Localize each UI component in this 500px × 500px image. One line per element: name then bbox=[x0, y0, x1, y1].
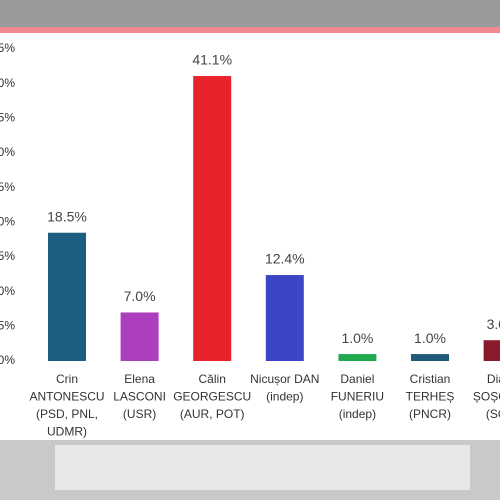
x-tick-label: Nicușor DAN bbox=[250, 372, 319, 386]
value-label: 1.0% bbox=[341, 330, 373, 346]
x-tick-label: Daniel bbox=[340, 372, 374, 386]
x-tick-label: Crin bbox=[56, 372, 78, 386]
y-tick-label: 45% bbox=[0, 41, 15, 55]
top-border bbox=[0, 27, 500, 33]
value-label: 18.5% bbox=[47, 208, 87, 224]
x-tick-label: GEORGESCU bbox=[173, 390, 251, 404]
x-tick-label: (PSD, PNL, bbox=[36, 407, 98, 421]
bar bbox=[411, 354, 449, 361]
value-label: 1.0% bbox=[414, 330, 446, 346]
x-tick-label: Călin bbox=[199, 372, 226, 386]
x-tick-label: ANTONESCU bbox=[29, 390, 104, 404]
y-tick-label: 40% bbox=[0, 76, 15, 90]
x-tick-label: (PNCR) bbox=[409, 407, 451, 421]
x-tick-label: Elena bbox=[124, 372, 155, 386]
y-tick-label: 30% bbox=[0, 145, 15, 159]
bar bbox=[338, 354, 377, 361]
bar bbox=[483, 340, 500, 361]
plot: 0% 5% 10% 15% 20% 25% 30% 35% 40% 45% 18.5% Crin ANT… bbox=[0, 41, 500, 439]
bar bbox=[120, 312, 159, 361]
blurred-content bbox=[55, 445, 470, 490]
x-tick-label: Cristian bbox=[410, 372, 451, 386]
y-tick-label: 25% bbox=[0, 180, 15, 194]
y-tick-label: 20% bbox=[0, 215, 15, 229]
y-tick-label: 5% bbox=[0, 319, 15, 333]
value-label: 41.1% bbox=[192, 52, 232, 68]
x-tick-label: ȘOȘOACĂ bbox=[473, 389, 500, 404]
x-tick-label: (indep) bbox=[339, 407, 376, 421]
x-tick-label: Diana bbox=[487, 372, 500, 386]
x-tick-label: LASCONI bbox=[113, 390, 166, 404]
value-label: 3.0% bbox=[487, 316, 500, 332]
value-label: 7.0% bbox=[124, 288, 156, 304]
value-label: 12.4% bbox=[265, 251, 305, 267]
y-tick-label: 0% bbox=[0, 353, 15, 367]
bar bbox=[193, 76, 232, 361]
x-tick-label: (SOS) bbox=[486, 407, 500, 421]
y-tick-label: 15% bbox=[0, 249, 15, 263]
x-tick-label: UDMR) bbox=[47, 425, 87, 439]
y-tick-label: 35% bbox=[0, 111, 15, 125]
x-tick-label: TERHEȘ bbox=[406, 390, 455, 404]
bar bbox=[265, 275, 304, 361]
x-tick-label: FUNERIU bbox=[331, 390, 384, 404]
y-tick-label: 10% bbox=[0, 284, 15, 298]
x-tick-label: (USR) bbox=[123, 407, 156, 421]
bar bbox=[48, 232, 86, 361]
x-tick-label: (AUR, POT) bbox=[180, 407, 245, 421]
x-tick-label: (indep) bbox=[266, 390, 303, 404]
